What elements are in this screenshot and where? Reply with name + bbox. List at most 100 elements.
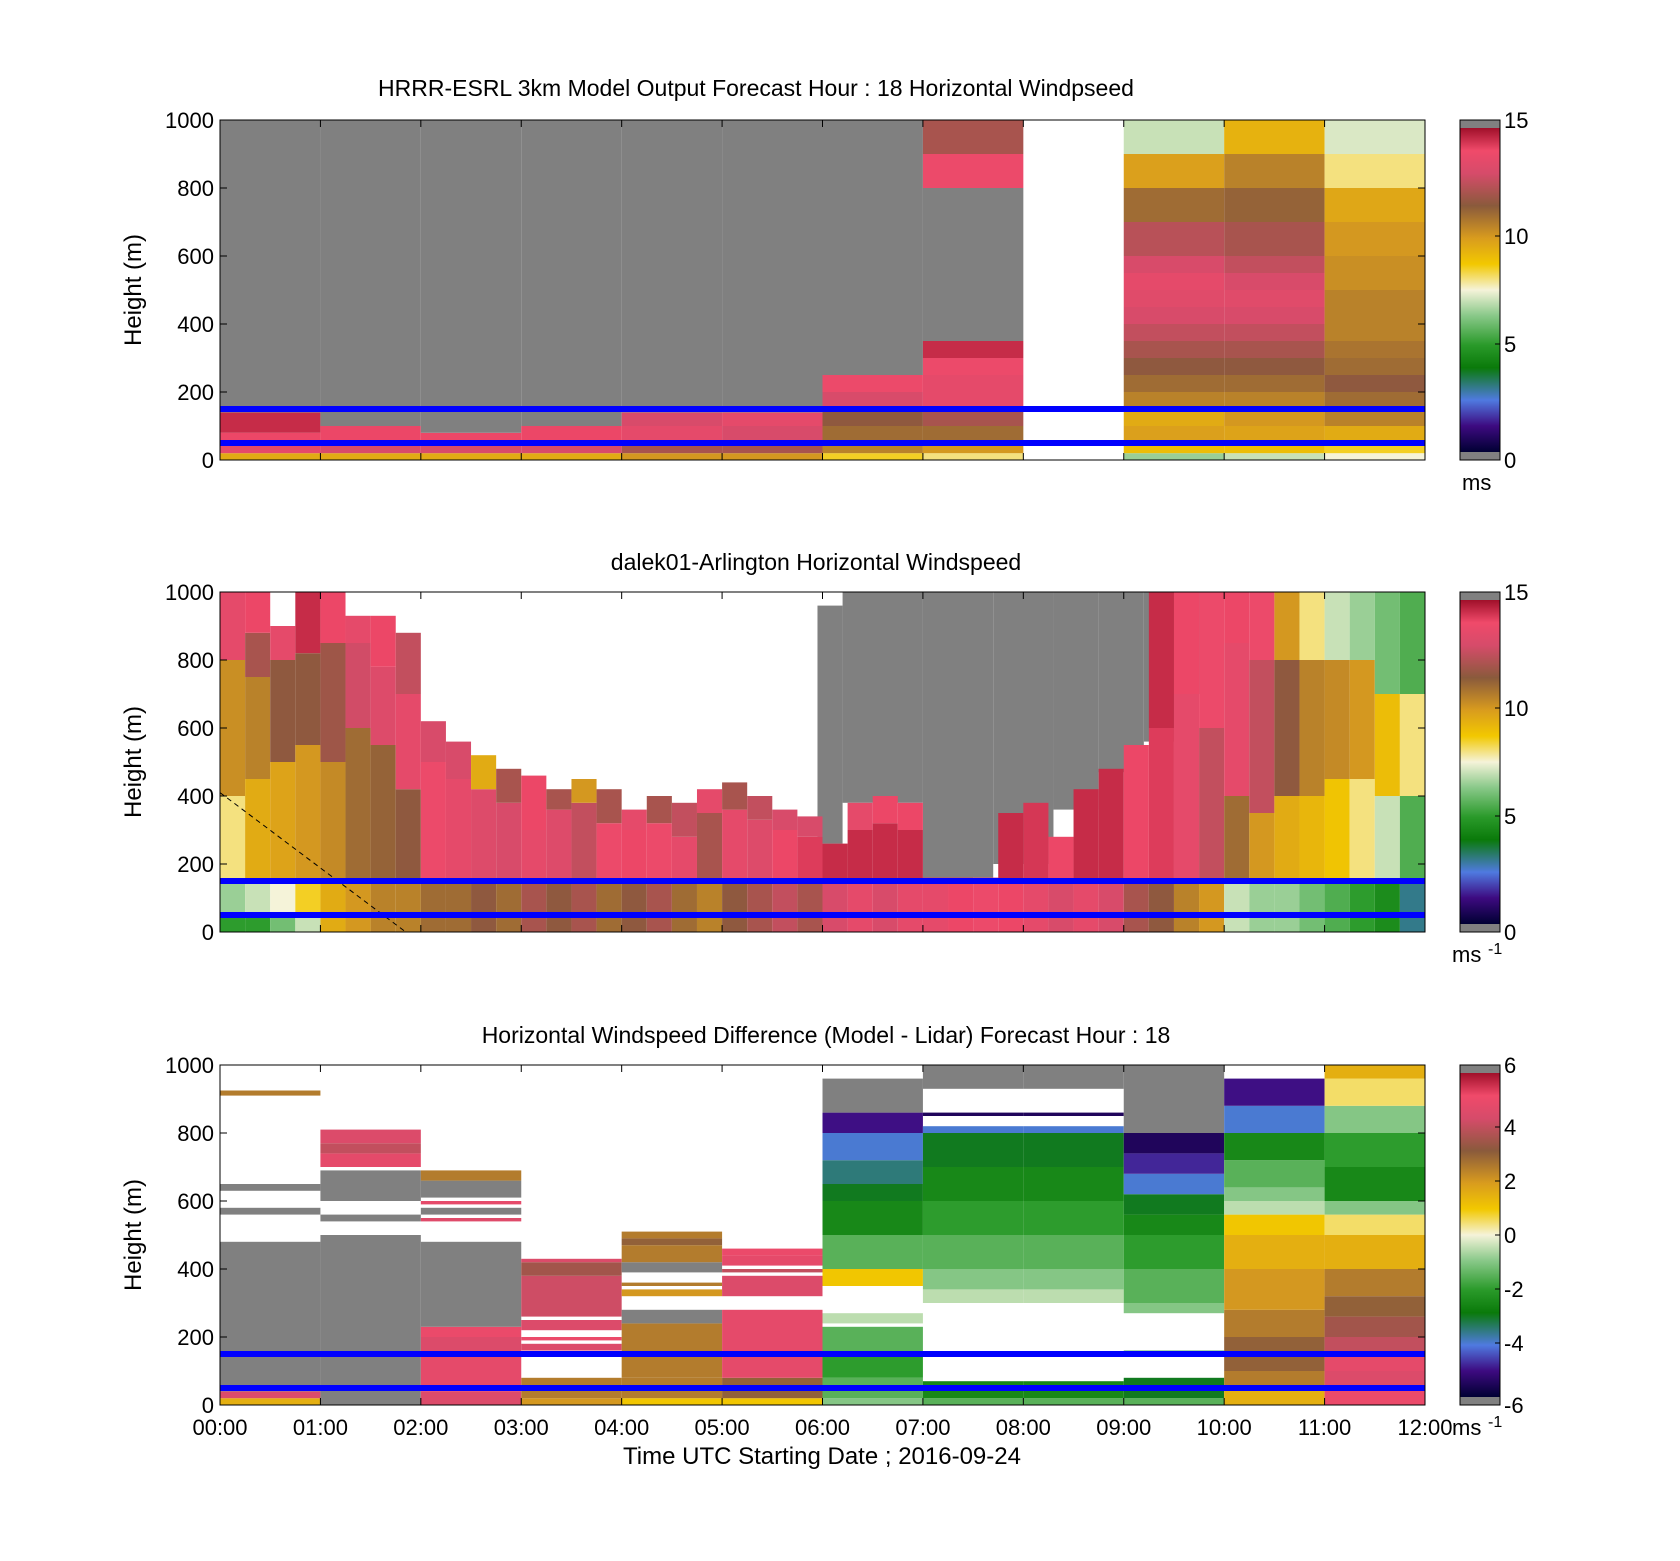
heatmap-cell (420, 443, 522, 454)
heatmap-cell (1249, 813, 1275, 881)
y-tick-label: 800 (177, 648, 214, 673)
x-axis-label: Time UTC Starting Date ; 2016-09-24 (623, 1443, 1021, 1470)
heatmap-cell (320, 426, 421, 443)
heatmap-cell (922, 392, 1024, 409)
heatmap-cell (1224, 592, 1250, 643)
heatmap-cell (1224, 256, 1325, 273)
heatmap-cell (797, 836, 823, 881)
heatmap-cell (822, 409, 923, 426)
colorbar-unit: ms (1462, 470, 1491, 495)
heatmap-cell (696, 813, 723, 881)
y-tick-label: 1000 (165, 108, 214, 133)
heatmap-cell (922, 453, 1024, 460)
heatmap-cell (320, 1235, 421, 1405)
colorbar-tick-label: 2 (1504, 1169, 1516, 1194)
heatmap-cell (922, 154, 1024, 188)
heatmap-cell (420, 432, 522, 443)
heatmap-cell (722, 120, 823, 413)
heatmap-cell (1324, 1167, 1425, 1201)
heatmap-cell (1324, 392, 1425, 409)
heatmap-cell (1123, 409, 1225, 426)
heatmap-cell (722, 1269, 823, 1273)
heatmap-cell (822, 1398, 923, 1405)
heatmap-cell (1123, 256, 1225, 273)
heatmap-cell (1224, 443, 1325, 454)
y-tick-label: 200 (177, 1325, 214, 1350)
heatmap-cell (922, 1133, 1024, 1167)
heatmap-cell (1224, 188, 1325, 222)
colorbar-tick-label: 0 (1504, 448, 1516, 473)
x-tick-label: 01:00 (293, 1415, 348, 1440)
heatmap-cell (1199, 592, 1225, 728)
heatmap-cell (897, 881, 923, 932)
heatmap-cell (521, 1337, 622, 1341)
heatmap-cell (320, 1170, 421, 1201)
heatmap-cell (671, 802, 697, 837)
heatmap-cell (1098, 768, 1124, 881)
overlays (220, 406, 1425, 446)
heatmap-cell (471, 755, 497, 790)
colorbar-tick-label: -2 (1504, 1277, 1524, 1302)
heatmap-cell (295, 915, 321, 932)
y-tick-label: 800 (177, 1121, 214, 1146)
heatmap-cell (646, 796, 672, 824)
heatmap-cell (722, 443, 823, 454)
x-tick-label: 07:00 (895, 1415, 950, 1440)
panel-title: dalek01-Arlington Horizontal Windspeed (611, 549, 1021, 575)
heatmap-cell (295, 653, 321, 745)
heatmap-cell (822, 1235, 923, 1269)
heatmap-cell (822, 392, 923, 409)
heatmap-cell (270, 762, 296, 881)
x-tick-label: 09:00 (1096, 1415, 1151, 1440)
colorbar-gradient (1460, 1073, 1500, 1397)
heatmap-cell (320, 120, 421, 426)
colorbar-outline (1459, 591, 1501, 933)
heatmap-cell (1023, 1133, 1124, 1167)
heatmap-cell (696, 881, 723, 932)
heatmap-cell (1224, 1214, 1325, 1235)
y-tick-label: 0 (202, 920, 214, 945)
heatmap-cell (1399, 592, 1425, 694)
heatmap-cell (621, 1282, 723, 1286)
heatmap-cell (320, 762, 346, 881)
heatmap-cell (747, 819, 773, 881)
colorbar-tick-label: 5 (1504, 804, 1516, 829)
panel-windspeed-difference: Horizontal Windspeed Difference (Model -… (120, 1022, 1524, 1470)
heatmap-cell (1148, 881, 1174, 932)
heatmap-cell (1324, 188, 1425, 222)
heatmap-cell (420, 1170, 522, 1181)
heatmap-cell (1324, 1214, 1425, 1235)
heatmap-cell (621, 809, 647, 830)
heatmap-cell (922, 1235, 1024, 1269)
heatmap-cell (571, 881, 597, 932)
heatmap-cell (922, 120, 1024, 154)
x-axis (219, 120, 1426, 460)
y-axis: 0 200 400 600 800 1000 (165, 1053, 1425, 1418)
y-tick-label: 600 (177, 716, 214, 741)
heatmap-cell (546, 881, 572, 932)
heatmap-cell (295, 881, 321, 915)
heatmap-cell (1224, 307, 1325, 324)
heatmap-cell (1324, 1316, 1425, 1337)
heatmap-cell (1224, 1078, 1325, 1106)
heatmap-cell (1023, 1126, 1124, 1133)
heatmap-cell (1324, 324, 1425, 341)
panel-title: Horizontal Windspeed Difference (Model -… (482, 1022, 1171, 1048)
heatmap-cell (747, 796, 773, 820)
heatmap-cell (1123, 443, 1225, 454)
heatmap-cell (596, 823, 622, 881)
heatmap-cell (822, 443, 923, 454)
heatmap-cell (922, 881, 949, 932)
heatmap-cell (1123, 188, 1225, 222)
heatmap-cell (1023, 1398, 1124, 1405)
heatmap-cell (420, 721, 446, 762)
heatmap-cell (922, 188, 1024, 341)
heatmap-cell (420, 762, 446, 881)
x-axis (219, 592, 1426, 932)
colorbar-tick-label: 15 (1504, 580, 1528, 605)
heatmap-cell (320, 1153, 421, 1167)
x-tick-label: 12:00 (1397, 1415, 1452, 1440)
heatmap-cell (220, 1398, 321, 1405)
heatmap-cell (621, 453, 723, 460)
heatmap-cell (270, 660, 296, 762)
